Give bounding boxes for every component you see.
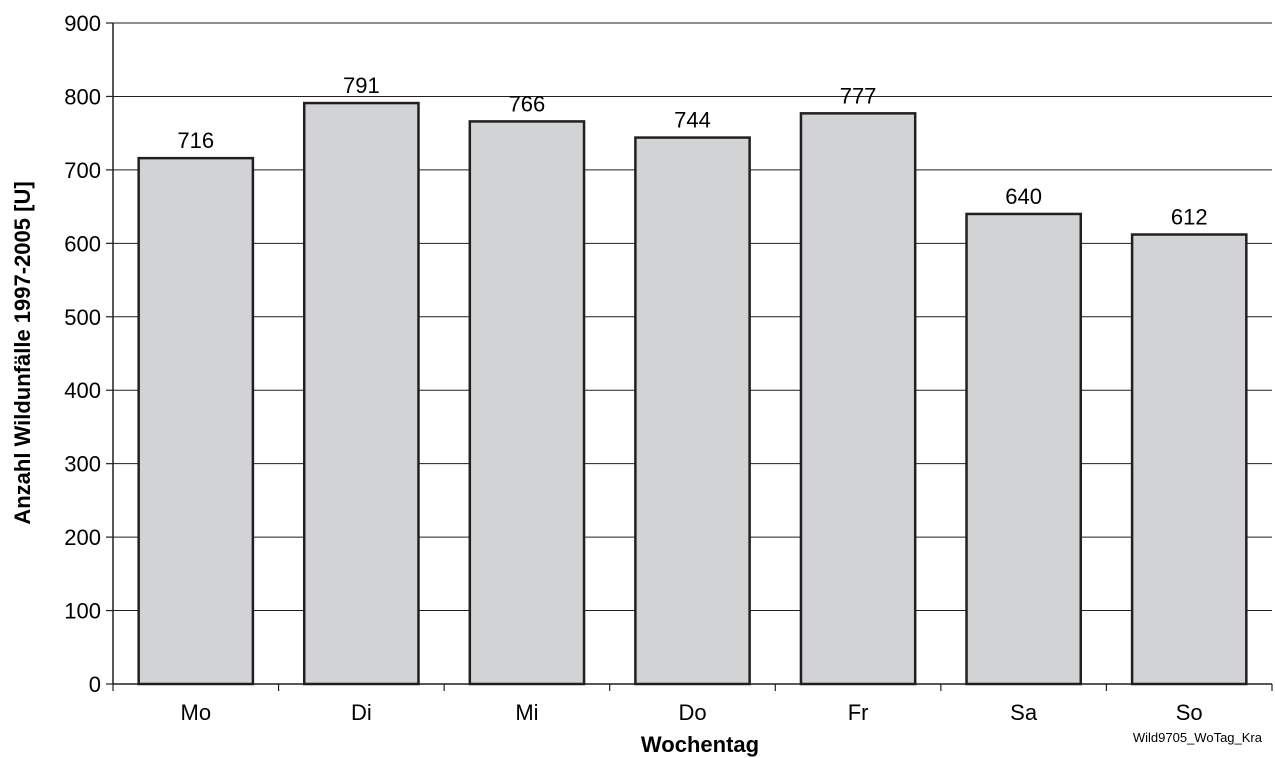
x-tick-label: Do bbox=[678, 700, 706, 725]
y-tick-label: 800 bbox=[64, 84, 101, 109]
y-tick-label: 400 bbox=[64, 378, 101, 403]
bar-mo bbox=[137, 156, 255, 686]
y-tick-label: 900 bbox=[64, 11, 101, 36]
data-label: 766 bbox=[509, 91, 546, 116]
data-label: 716 bbox=[177, 128, 214, 153]
data-label: 777 bbox=[840, 83, 877, 108]
data-label: 640 bbox=[1005, 184, 1042, 209]
y-tick-label: 100 bbox=[64, 599, 101, 624]
data-label: 791 bbox=[343, 73, 380, 98]
bar-so bbox=[1130, 233, 1248, 686]
x-tick-label: Mo bbox=[181, 700, 212, 725]
bar-fr bbox=[799, 112, 917, 686]
data-label: 744 bbox=[674, 108, 711, 133]
bars bbox=[137, 101, 1248, 686]
source-note: Wild9705_WoTag_Kra bbox=[1133, 730, 1263, 745]
y-tick-label: 500 bbox=[64, 305, 101, 330]
bar-di bbox=[302, 101, 420, 686]
y-tick-label: 0 bbox=[89, 672, 101, 697]
y-tick-label: 700 bbox=[64, 158, 101, 183]
y-tick-label: 600 bbox=[64, 231, 101, 256]
bar-mi bbox=[468, 120, 586, 686]
x-tick-label: So bbox=[1176, 700, 1203, 725]
bar-sa bbox=[965, 212, 1083, 686]
x-tick-label: Di bbox=[351, 700, 372, 725]
labels: 0 100 200 300 400 500 600 700 800 900 716 Mo 791 Di 76… bbox=[64, 11, 1207, 725]
axes bbox=[106, 22, 1273, 691]
bar-do bbox=[634, 136, 751, 686]
x-tick-label: Fr bbox=[848, 700, 869, 725]
data-label: 612 bbox=[1171, 205, 1208, 230]
y-axis-title: Anzahl Wildunfälle 1997-2005 [U] bbox=[10, 181, 35, 524]
y-tick-label: 200 bbox=[64, 525, 101, 550]
x-tick-label: Sa bbox=[1010, 700, 1038, 725]
x-tick-label: Mi bbox=[515, 700, 538, 725]
y-tick-label: 300 bbox=[64, 452, 101, 477]
x-axis-title: Wochentag bbox=[641, 732, 759, 757]
